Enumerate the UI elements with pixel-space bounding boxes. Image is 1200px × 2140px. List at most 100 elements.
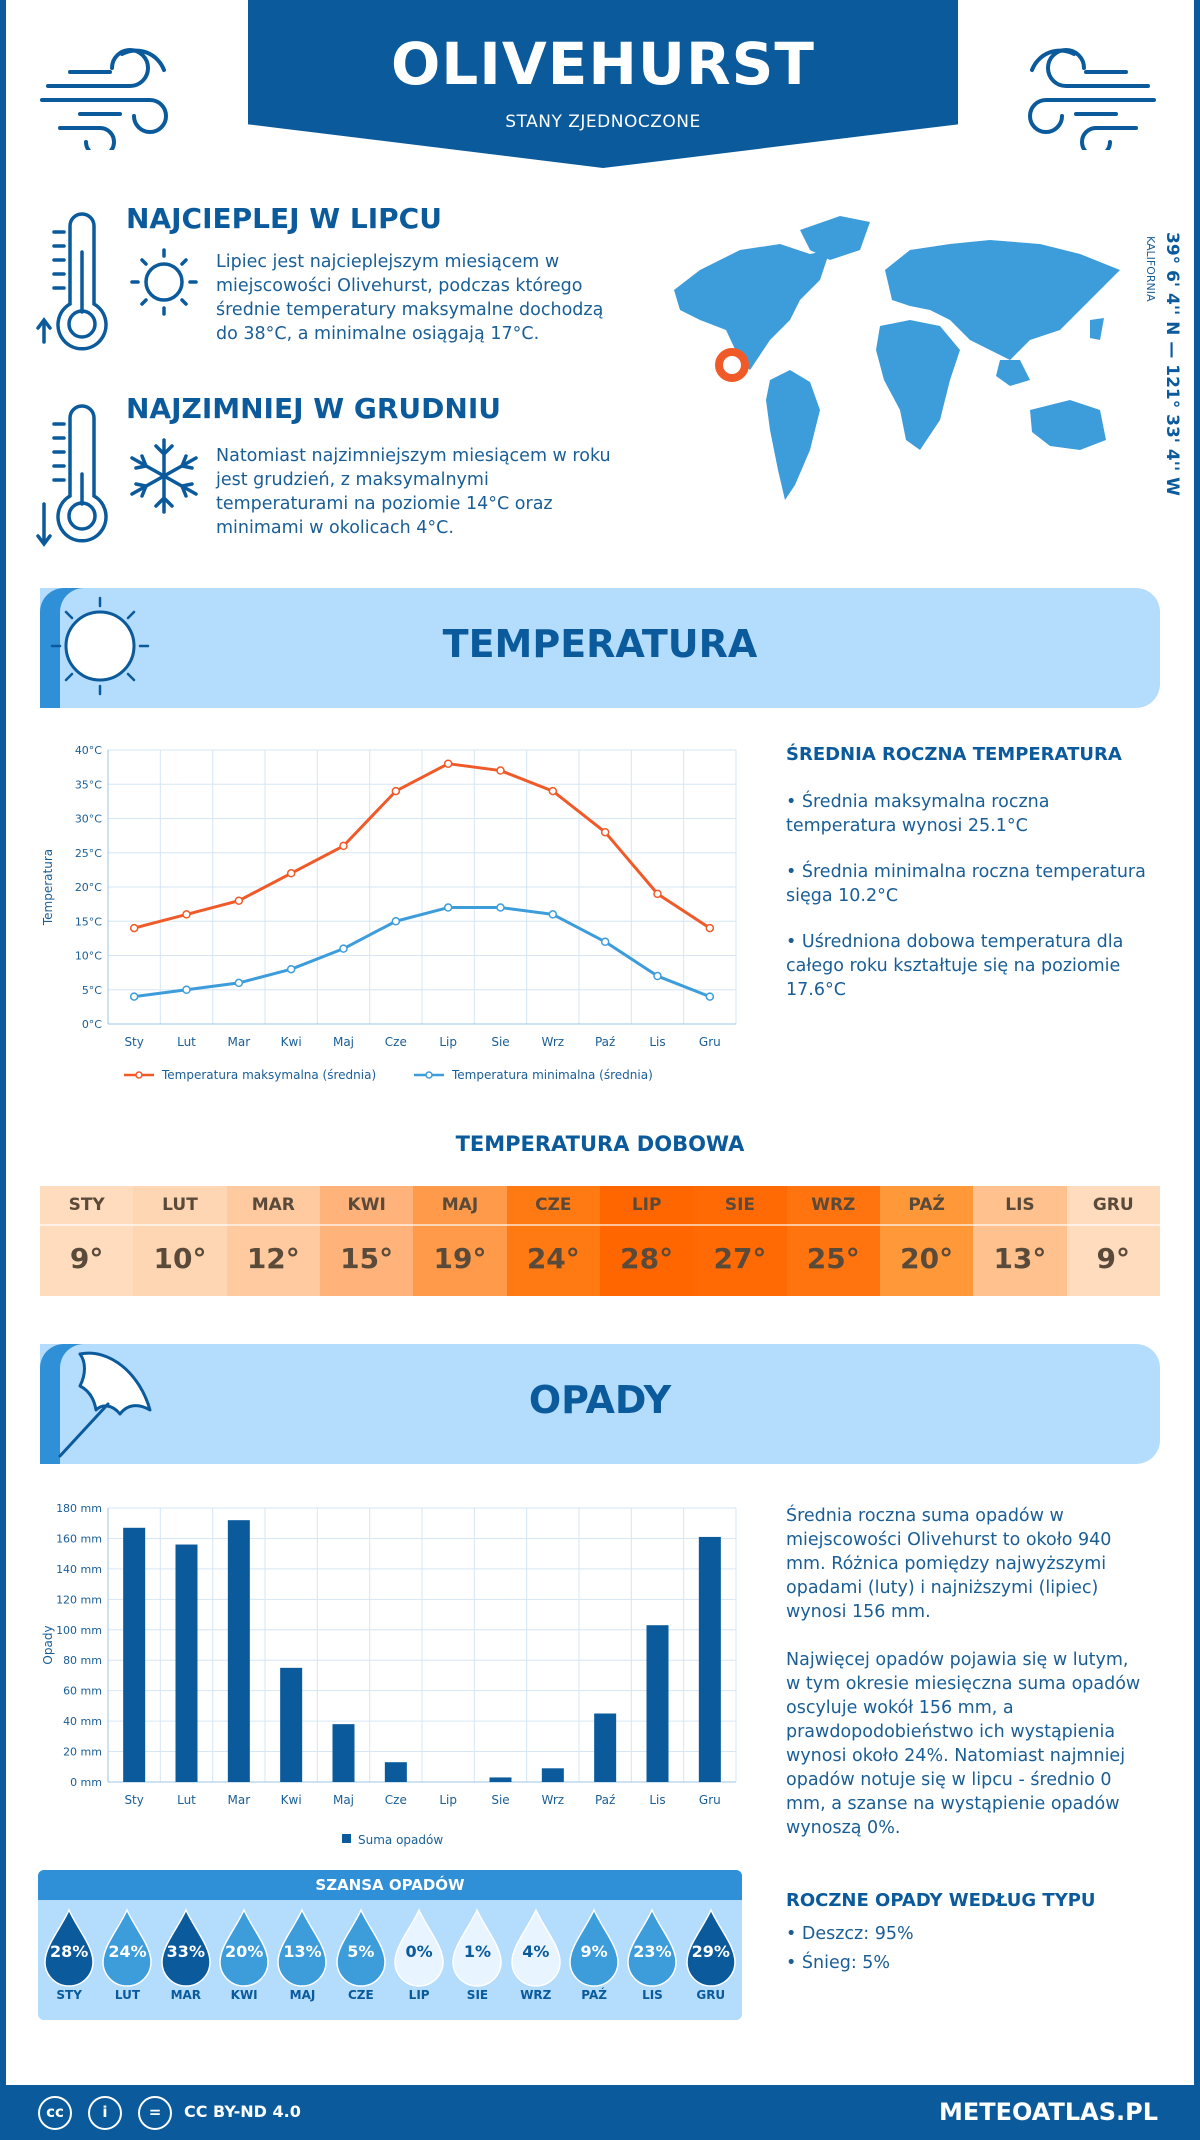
chance-drop: 29% GRU: [682, 1900, 740, 2020]
text-line: minimami w okolicach 4°C.: [216, 518, 454, 538]
temperature-title: TEMPERATURA: [442, 622, 758, 666]
precipitation-bar: [384, 1762, 407, 1782]
precipitation-bar: [646, 1625, 669, 1782]
data-point: [443, 759, 453, 768]
month-label: STY: [56, 1988, 82, 2002]
daily-temp-value: 9°: [1066, 1224, 1160, 1294]
hottest-month-text: Lipiec jest najcieplejszym miesiącem w m…: [216, 250, 603, 346]
hottest-month-title: NAJCIEPLEJ W LIPCU: [126, 202, 442, 235]
text-line: do 38°C, a minimalne osiągają 17°C.: [216, 324, 540, 344]
precipitation-bar: [594, 1713, 617, 1782]
umbrella-icon: [58, 1351, 152, 1458]
chance-value: 13%: [283, 1942, 322, 1961]
y-tick-label: 10°C: [75, 950, 102, 963]
y-tick-label: 120 mm: [56, 1593, 102, 1606]
data-point: [443, 903, 453, 912]
chance-value: 1%: [463, 1942, 492, 1961]
annual-temperature-text: • Średnia maksymalna roczna temperatura …: [786, 790, 1146, 1002]
text-line: całego roku kształtuje się na poziomie: [786, 956, 1121, 976]
legend-label: Temperatura maksymalna (średnia): [161, 1068, 376, 1082]
brand-link[interactable]: METEOATLAS.PL: [938, 2098, 1158, 2126]
text-line: w tym okresie miesięczna suma opadów: [786, 1674, 1141, 1694]
y-tick-label: 0 mm: [70, 1776, 102, 1789]
data-point: [391, 917, 401, 926]
raindrop-icon: [161, 1908, 211, 1987]
month-label: MAR: [170, 1988, 202, 2002]
text-line: opadami (luty) i najniższymi (lipiec): [786, 1578, 1099, 1598]
y-tick-label: 160 mm: [56, 1532, 102, 1545]
chance-drop: 5% CZE: [332, 1900, 390, 2020]
chance-value: 0%: [405, 1942, 433, 1961]
chance-drop: 9% PAŹ: [565, 1900, 623, 2020]
raindrop-icon: [44, 1908, 94, 1987]
y-tick-label: 30°C: [75, 813, 102, 826]
temperature-section-header: TEMPERATURA: [40, 588, 1160, 708]
legend-swatch: [342, 1834, 351, 1843]
precipitation-chance-row: 28% STY 24% LUT 33% MAR 20% KWI 13% MAJ 5% CZE 0% LIP…: [38, 1900, 742, 2020]
chance-value: 23%: [633, 1942, 672, 1961]
region-name: KALIFORNIA: [1144, 236, 1157, 302]
y-tick-label: 20 mm: [63, 1746, 102, 1759]
precipitation-bar: [332, 1724, 355, 1782]
raindrop-shape: [686, 1908, 736, 1987]
temperature-chart: 0°C 5°C 10°C 15°C 20°C 25°C 30°C 35°C 40°C Sty Lut…: [41, 744, 737, 1082]
data-point: [182, 910, 191, 919]
raindrop-shape: [336, 1908, 386, 1987]
daily-temp-value: 27°: [693, 1224, 787, 1294]
text-line: Natomiast najzimniejszym miesiącem w rok…: [216, 446, 611, 466]
raindrop-icon: [219, 1908, 269, 1987]
month-label: WRZ: [520, 1988, 552, 2002]
raindrop-icon: [277, 1908, 328, 1987]
x-tick-label: Sie: [491, 1035, 509, 1049]
x-tick-label: Mar: [228, 1793, 251, 1807]
text-line: temperatura wynosi 25.1°C: [786, 816, 1028, 836]
data-point: [286, 964, 296, 974]
location-marker: [715, 348, 749, 382]
month-label: LIP: [631, 1195, 662, 1215]
daily-temp-value: 10°: [133, 1224, 227, 1294]
wind-icon: [1028, 48, 1156, 150]
daily-temp-column: CZE 24°: [506, 1186, 600, 1296]
raindrop-shape: [44, 1908, 94, 1987]
month-label: KWI: [347, 1195, 386, 1215]
text-line: jest grudzień, z maksymalnymi: [216, 470, 489, 490]
raindrop-shape: [277, 1908, 328, 1987]
data-point: [496, 766, 505, 775]
data-point: [548, 910, 558, 919]
sun-icon: [50, 596, 150, 696]
precipitation-bar: [175, 1544, 198, 1782]
month-label: PAŹ: [908, 1195, 945, 1215]
chance-value: 29%: [691, 1942, 730, 1961]
x-tick-label: Wrz: [542, 1793, 565, 1807]
y-axis-label: Opady: [41, 1625, 55, 1664]
raindrop-icon: [452, 1908, 503, 1987]
text-line: 17.6°C: [786, 980, 846, 1000]
text-line: wynosi 156 mm.: [786, 1602, 931, 1622]
annual-temperature-heading: ŚREDNIA ROCZNA TEMPERATURA: [786, 744, 1122, 765]
legend-marker: [425, 1071, 433, 1079]
x-tick-label: Cze: [385, 1035, 407, 1049]
thermometer-cold-icon: [36, 404, 198, 547]
text-line: oscyluje wokół 156 mm, a: [786, 1698, 1014, 1718]
precipitation-bar: [280, 1667, 303, 1782]
raindrop-icon: [336, 1908, 386, 1987]
daily-temp-column: KWI 15°: [319, 1186, 414, 1296]
daily-temp-value: 19°: [413, 1224, 507, 1294]
text-line: Średnia roczna suma opadów w: [786, 1506, 1064, 1526]
x-tick-label: Mar: [228, 1035, 251, 1049]
y-tick-label: 40°C: [75, 744, 102, 757]
chance-value: 4%: [522, 1942, 550, 1961]
x-tick-label: Sie: [491, 1793, 509, 1807]
x-tick-label: Lip: [439, 1035, 457, 1049]
daily-temperature-table: STY 9° LUT 10° MAR 12° KWI 15° MAJ 19° CZE 24° LIP 28…: [40, 1186, 1160, 1296]
chance-value: 28%: [50, 1942, 89, 1961]
x-tick-label: Paź: [595, 1793, 615, 1807]
raindrop-shape: [102, 1908, 153, 1987]
y-tick-label: 80 mm: [63, 1654, 102, 1667]
daily-temp-column: MAJ 19°: [413, 1186, 507, 1296]
country-name: STANY ZJEDNOCZONE: [505, 112, 701, 132]
data-point: [496, 903, 505, 912]
daily-temp-value: 13°: [973, 1224, 1067, 1294]
chance-drop: 28% STY: [40, 1900, 98, 2020]
precipitation-type-rain: • Deszcz: 95%: [786, 1924, 914, 1944]
